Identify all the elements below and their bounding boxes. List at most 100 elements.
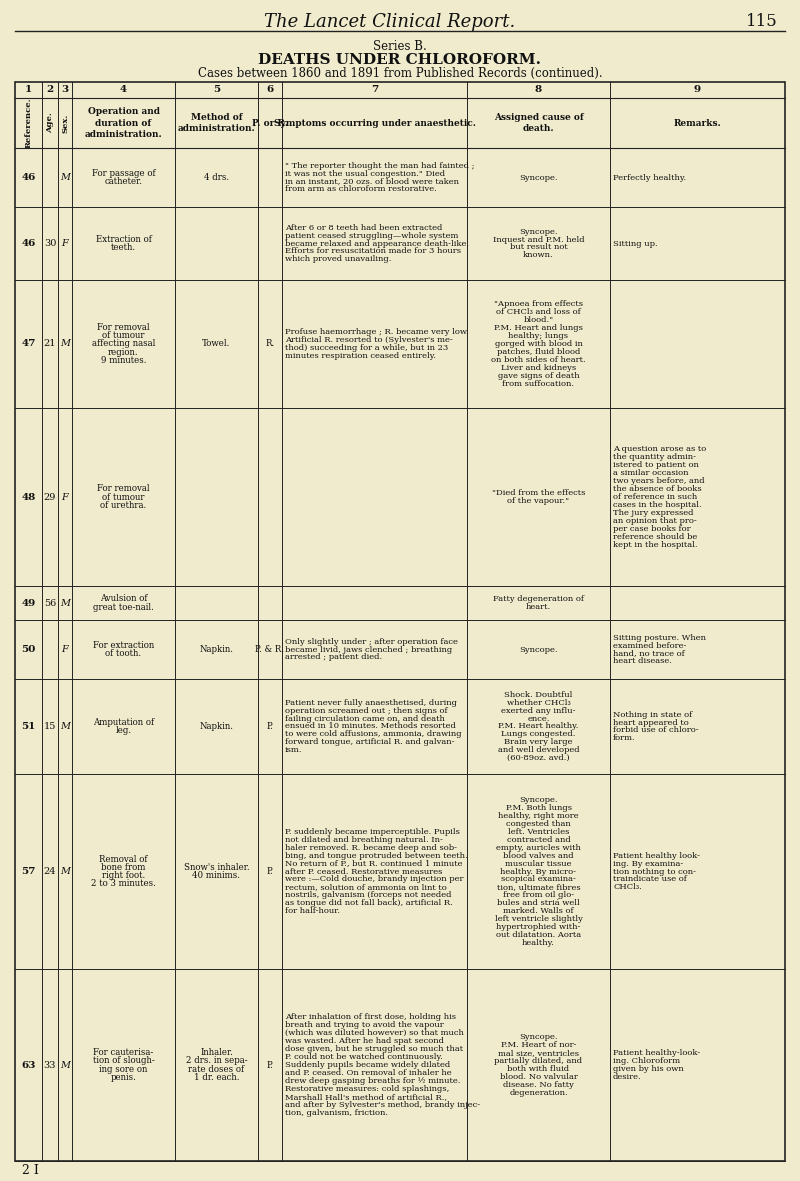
Text: 57: 57	[22, 867, 36, 876]
Text: affecting nasal: affecting nasal	[92, 339, 155, 348]
Text: Remarks.: Remarks.	[674, 118, 722, 128]
Text: Reference.: Reference.	[25, 98, 33, 149]
Text: but result not: but result not	[510, 243, 567, 252]
Text: out dilatation. Aorta: out dilatation. Aorta	[496, 931, 581, 939]
Text: A question arose as to: A question arose as to	[613, 445, 706, 454]
Text: Age.: Age.	[46, 112, 54, 133]
Text: P.M. Heart and lungs: P.M. Heart and lungs	[494, 324, 583, 332]
Text: After inhalation of first dose, holding his: After inhalation of first dose, holding …	[285, 1013, 456, 1022]
Text: and after by Sylvester's method, brandy injec-: and after by Sylvester's method, brandy …	[285, 1101, 480, 1109]
Text: Nothing in state of: Nothing in state of	[613, 711, 692, 718]
Text: 24: 24	[44, 867, 56, 876]
Text: free from oil glo-: free from oil glo-	[503, 892, 574, 899]
Text: and well developed: and well developed	[498, 746, 579, 755]
Text: 4 drs.: 4 drs.	[204, 172, 229, 182]
Text: The jury expressed: The jury expressed	[613, 509, 694, 517]
Text: Syncope.: Syncope.	[519, 1033, 558, 1042]
Text: Amputation of: Amputation of	[93, 718, 154, 727]
Text: given by his own: given by his own	[613, 1065, 684, 1074]
Text: ensued in 10 minutes. Methods resorted: ensued in 10 minutes. Methods resorted	[285, 723, 456, 731]
Text: it was not the usual congestion." Died: it was not the usual congestion." Died	[285, 170, 445, 177]
Text: haler removed. R. became deep and sob-: haler removed. R. became deep and sob-	[285, 843, 457, 852]
Text: and P. ceased. On removal of inhaler he: and P. ceased. On removal of inhaler he	[285, 1069, 452, 1077]
Text: cases in the hospital.: cases in the hospital.	[613, 501, 702, 509]
Text: 46: 46	[22, 239, 36, 248]
Text: P.M. Both lungs: P.M. Both lungs	[506, 804, 571, 813]
Text: Efforts for resuscitation made for 3 hours: Efforts for resuscitation made for 3 hou…	[285, 248, 461, 255]
Text: blood.": blood."	[523, 317, 554, 325]
Text: tion, galvanism, friction.: tion, galvanism, friction.	[285, 1109, 388, 1116]
Text: 7: 7	[371, 85, 378, 94]
Text: 50: 50	[22, 645, 36, 654]
Text: 5: 5	[213, 85, 220, 94]
Text: thod) succeeding for a while, but in 23: thod) succeeding for a while, but in 23	[285, 344, 448, 352]
Text: were :—Cold douche, brandy injection per: were :—Cold douche, brandy injection per	[285, 875, 463, 883]
Text: CHCl₃.: CHCl₃.	[613, 883, 642, 892]
Text: tion of slough-: tion of slough-	[93, 1057, 154, 1065]
Text: minutes respiration ceased entirely.: minutes respiration ceased entirely.	[285, 352, 436, 360]
Text: rate doses of: rate doses of	[189, 1064, 245, 1074]
Text: left ventricle slightly: left ventricle slightly	[494, 915, 582, 924]
Text: No return of P., but R. continued 1 minute: No return of P., but R. continued 1 minu…	[285, 860, 462, 868]
Text: P.: P.	[266, 867, 274, 876]
Text: F: F	[62, 492, 68, 502]
Text: 63: 63	[22, 1061, 36, 1070]
Text: not dilated and breathing natural. In-: not dilated and breathing natural. In-	[285, 836, 443, 843]
Text: bules and striá well: bules and striá well	[497, 899, 580, 907]
Text: traindicate use of: traindicate use of	[613, 875, 687, 883]
Text: from suffocation.: from suffocation.	[502, 379, 574, 387]
Text: ism.: ism.	[285, 746, 302, 755]
Text: Fatty degeneration of: Fatty degeneration of	[493, 595, 584, 603]
Text: exerted any influ-: exerted any influ-	[502, 706, 576, 715]
Text: to were cold affusions, ammonia, drawing: to were cold affusions, ammonia, drawing	[285, 730, 462, 738]
Text: forward tongue, artificial R. and galvan-: forward tongue, artificial R. and galvan…	[285, 738, 454, 746]
Text: an opinion that pro-: an opinion that pro-	[613, 517, 697, 524]
Text: healthy, right more: healthy, right more	[498, 813, 579, 820]
Text: M: M	[60, 599, 70, 607]
Text: P. suddenly became imperceptible. Pupils: P. suddenly became imperceptible. Pupils	[285, 828, 460, 836]
Text: form.: form.	[613, 735, 636, 743]
Text: R.: R.	[266, 339, 274, 348]
Text: 2 to 3 minutes.: 2 to 3 minutes.	[91, 880, 156, 888]
Text: Series B.: Series B.	[373, 39, 427, 52]
Text: For removal: For removal	[97, 324, 150, 332]
Text: hand, no trace of: hand, no trace of	[613, 650, 685, 658]
Text: healthy; lungs: healthy; lungs	[509, 332, 569, 340]
Text: Inquest and P.M. held: Inquest and P.M. held	[493, 235, 584, 243]
Text: Cases between 1860 and 1891 from Published Records (continued).: Cases between 1860 and 1891 from Publish…	[198, 66, 602, 79]
Text: M: M	[60, 867, 70, 876]
Text: 3: 3	[62, 85, 69, 94]
Text: the absence of books: the absence of books	[613, 485, 702, 494]
Text: reference should be: reference should be	[613, 533, 698, 541]
Text: (which was diluted however) so that much: (which was diluted however) so that much	[285, 1030, 464, 1037]
Text: Extraction of: Extraction of	[95, 235, 151, 244]
Text: Assigned cause of
death.: Assigned cause of death.	[494, 113, 583, 133]
Text: Brain very large: Brain very large	[504, 738, 573, 746]
Text: 33: 33	[44, 1061, 56, 1070]
Text: desire.: desire.	[613, 1072, 642, 1081]
Text: mal size, ventricles: mal size, ventricles	[498, 1049, 579, 1057]
Text: P. or R.: P. or R.	[252, 118, 288, 128]
Text: 115: 115	[746, 13, 778, 31]
Text: M: M	[60, 339, 70, 348]
Text: F: F	[62, 239, 68, 248]
Text: nostrils, galvanism (forceps not needed: nostrils, galvanism (forceps not needed	[285, 892, 451, 899]
Text: 1 dr. each.: 1 dr. each.	[194, 1072, 239, 1082]
Text: Sex.: Sex.	[61, 113, 69, 132]
Text: 15: 15	[44, 722, 56, 731]
Text: For cauterisa-: For cauterisa-	[94, 1049, 154, 1057]
Text: "Apnoea from effects: "Apnoea from effects	[494, 300, 583, 308]
Text: drew deep gasping breaths for ½ minute.: drew deep gasping breaths for ½ minute.	[285, 1077, 460, 1085]
Text: rectum, solution of ammonia on lint to: rectum, solution of ammonia on lint to	[285, 883, 446, 892]
Text: gave signs of death: gave signs of death	[498, 372, 579, 379]
Text: catheter.: catheter.	[105, 177, 142, 187]
Text: of tooth.: of tooth.	[106, 650, 142, 658]
Text: of tumour: of tumour	[102, 332, 145, 340]
Text: 30: 30	[44, 239, 56, 248]
Text: partially dilated, and: partially dilated, and	[494, 1057, 582, 1065]
Text: P. & R.: P. & R.	[255, 645, 285, 654]
Text: F: F	[62, 645, 68, 654]
Text: 40 minims.: 40 minims.	[193, 872, 241, 880]
Text: DEATHS UNDER CHLOROFORM.: DEATHS UNDER CHLOROFORM.	[258, 53, 542, 67]
Text: Symptoms occurring under anaesthetic.: Symptoms occurring under anaesthetic.	[274, 118, 475, 128]
